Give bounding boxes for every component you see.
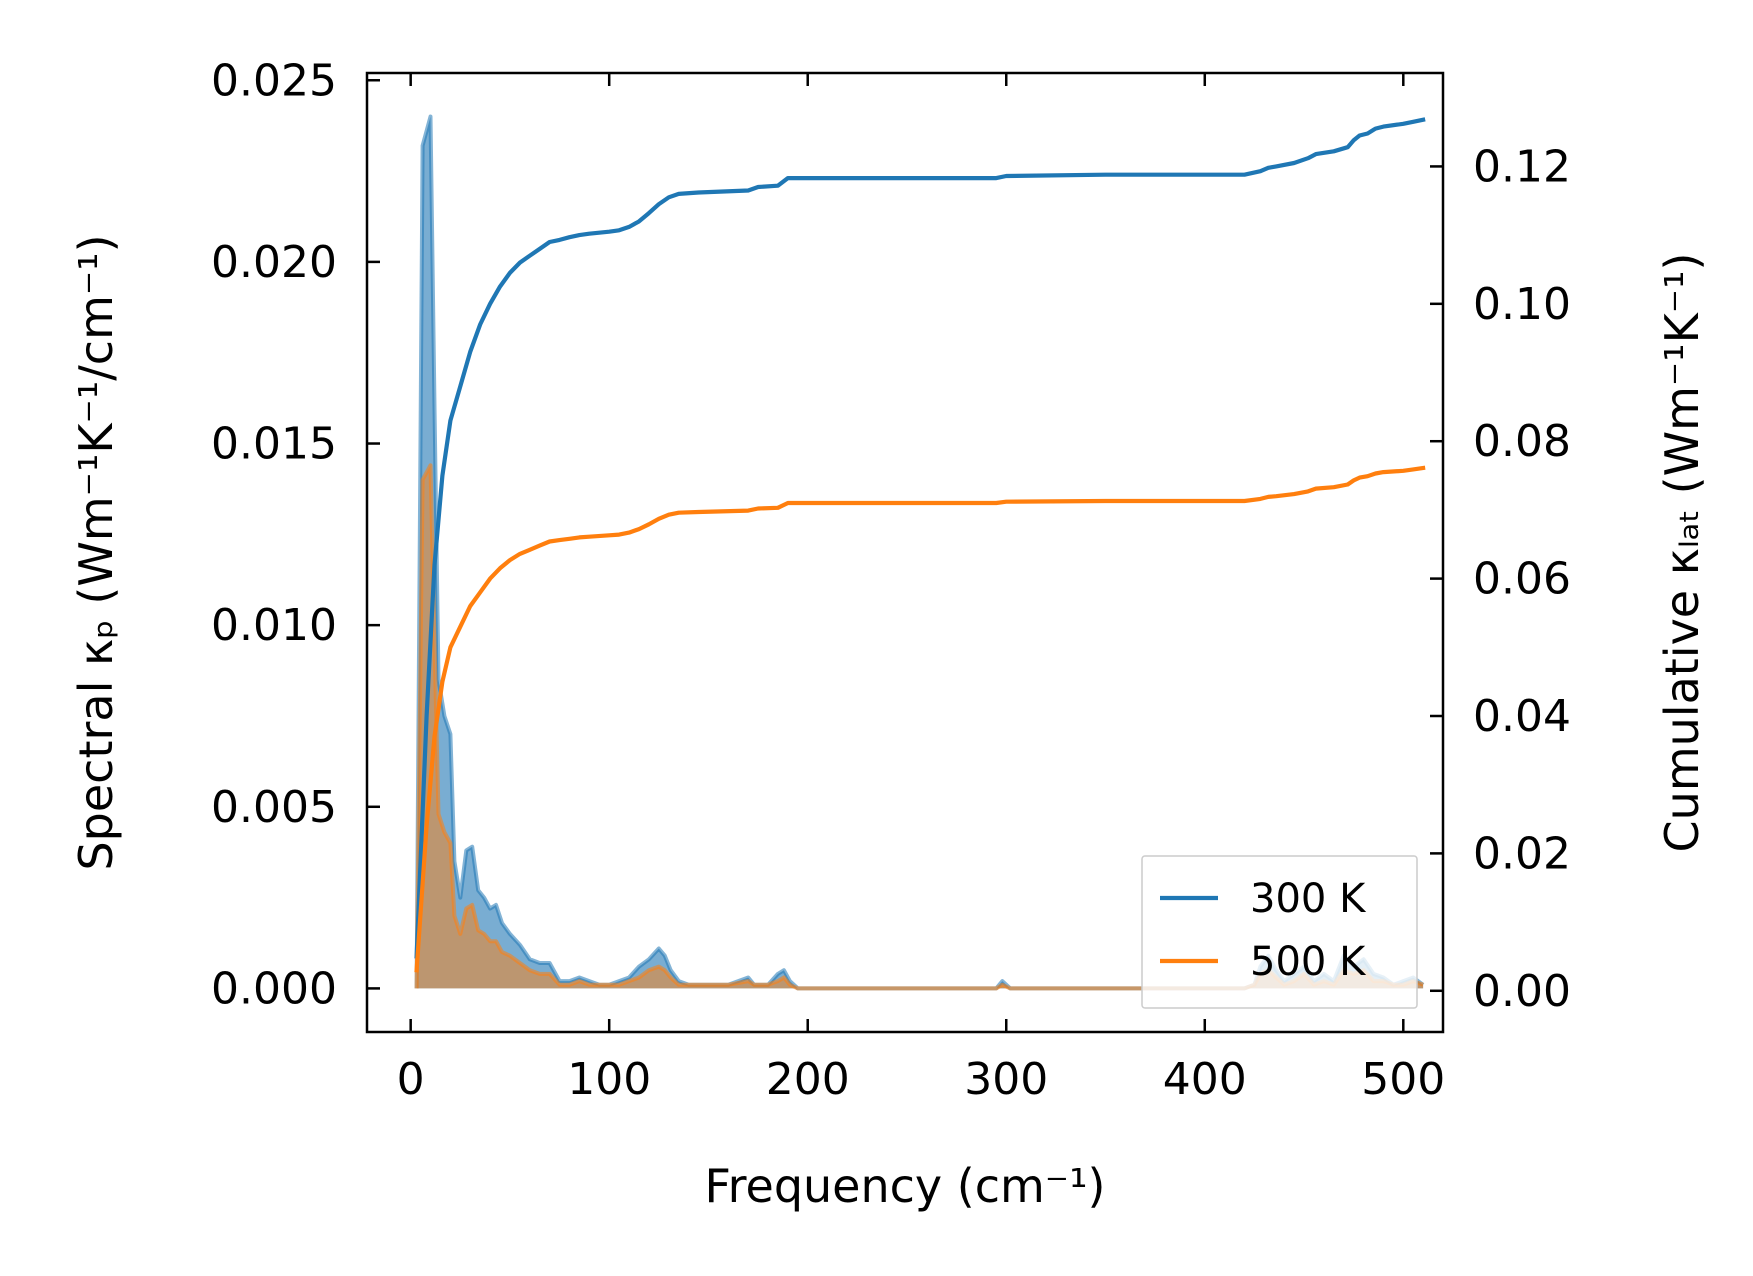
ticks-layer: 0 100 200 300 400 500 0.000 0.005 0.010 0.015 0.02… xyxy=(211,55,1571,1105)
x-tick-label: 0 xyxy=(397,1054,425,1105)
y-left-tick-label: 0.025 xyxy=(211,55,337,106)
y-axis-right-title: Cumulative κₗₐₜ (Wm⁻¹K⁻¹) xyxy=(1655,253,1709,853)
y-right-tick-label: 0.08 xyxy=(1473,416,1571,467)
y-left-tick-label: 0.000 xyxy=(211,963,337,1014)
x-tick-label: 200 xyxy=(766,1054,850,1105)
cumulative-line-0 xyxy=(414,117,1426,959)
x-tick-label: 300 xyxy=(964,1054,1048,1105)
y-left-tick-label: 0.015 xyxy=(211,419,337,470)
legend-label-0: 300 K xyxy=(1250,876,1367,922)
y-right-tick-label: 0.10 xyxy=(1473,279,1571,330)
y-right-tick-label: 0.00 xyxy=(1473,966,1571,1017)
y-axis-left-title: Spectral κₚ (Wm⁻¹K⁻¹/cm⁻¹) xyxy=(69,234,123,870)
x-tick-label: 100 xyxy=(567,1054,651,1105)
y-right-tick-label: 0.02 xyxy=(1473,828,1571,879)
y-right-tick-label: 0.12 xyxy=(1473,141,1571,192)
legend-label-1: 500 K xyxy=(1250,939,1367,985)
y-right-tick-label: 0.06 xyxy=(1473,554,1571,605)
legend-box xyxy=(1141,855,1418,1009)
y-left-tick-label: 0.010 xyxy=(211,600,337,651)
legend: 300 K 500 K xyxy=(1141,855,1418,1009)
x-tick-label: 500 xyxy=(1361,1054,1445,1105)
cumulative-line-1 xyxy=(414,465,1426,973)
plot-frame xyxy=(365,71,1445,1034)
x-axis-title: Frequency (cm⁻¹) xyxy=(705,1159,1106,1213)
x-tick-label: 400 xyxy=(1163,1054,1247,1105)
y-right-tick-label: 0.04 xyxy=(1473,691,1571,742)
y-left-tick-label: 0.005 xyxy=(211,782,337,833)
y-left-tick-label: 0.020 xyxy=(211,237,337,288)
